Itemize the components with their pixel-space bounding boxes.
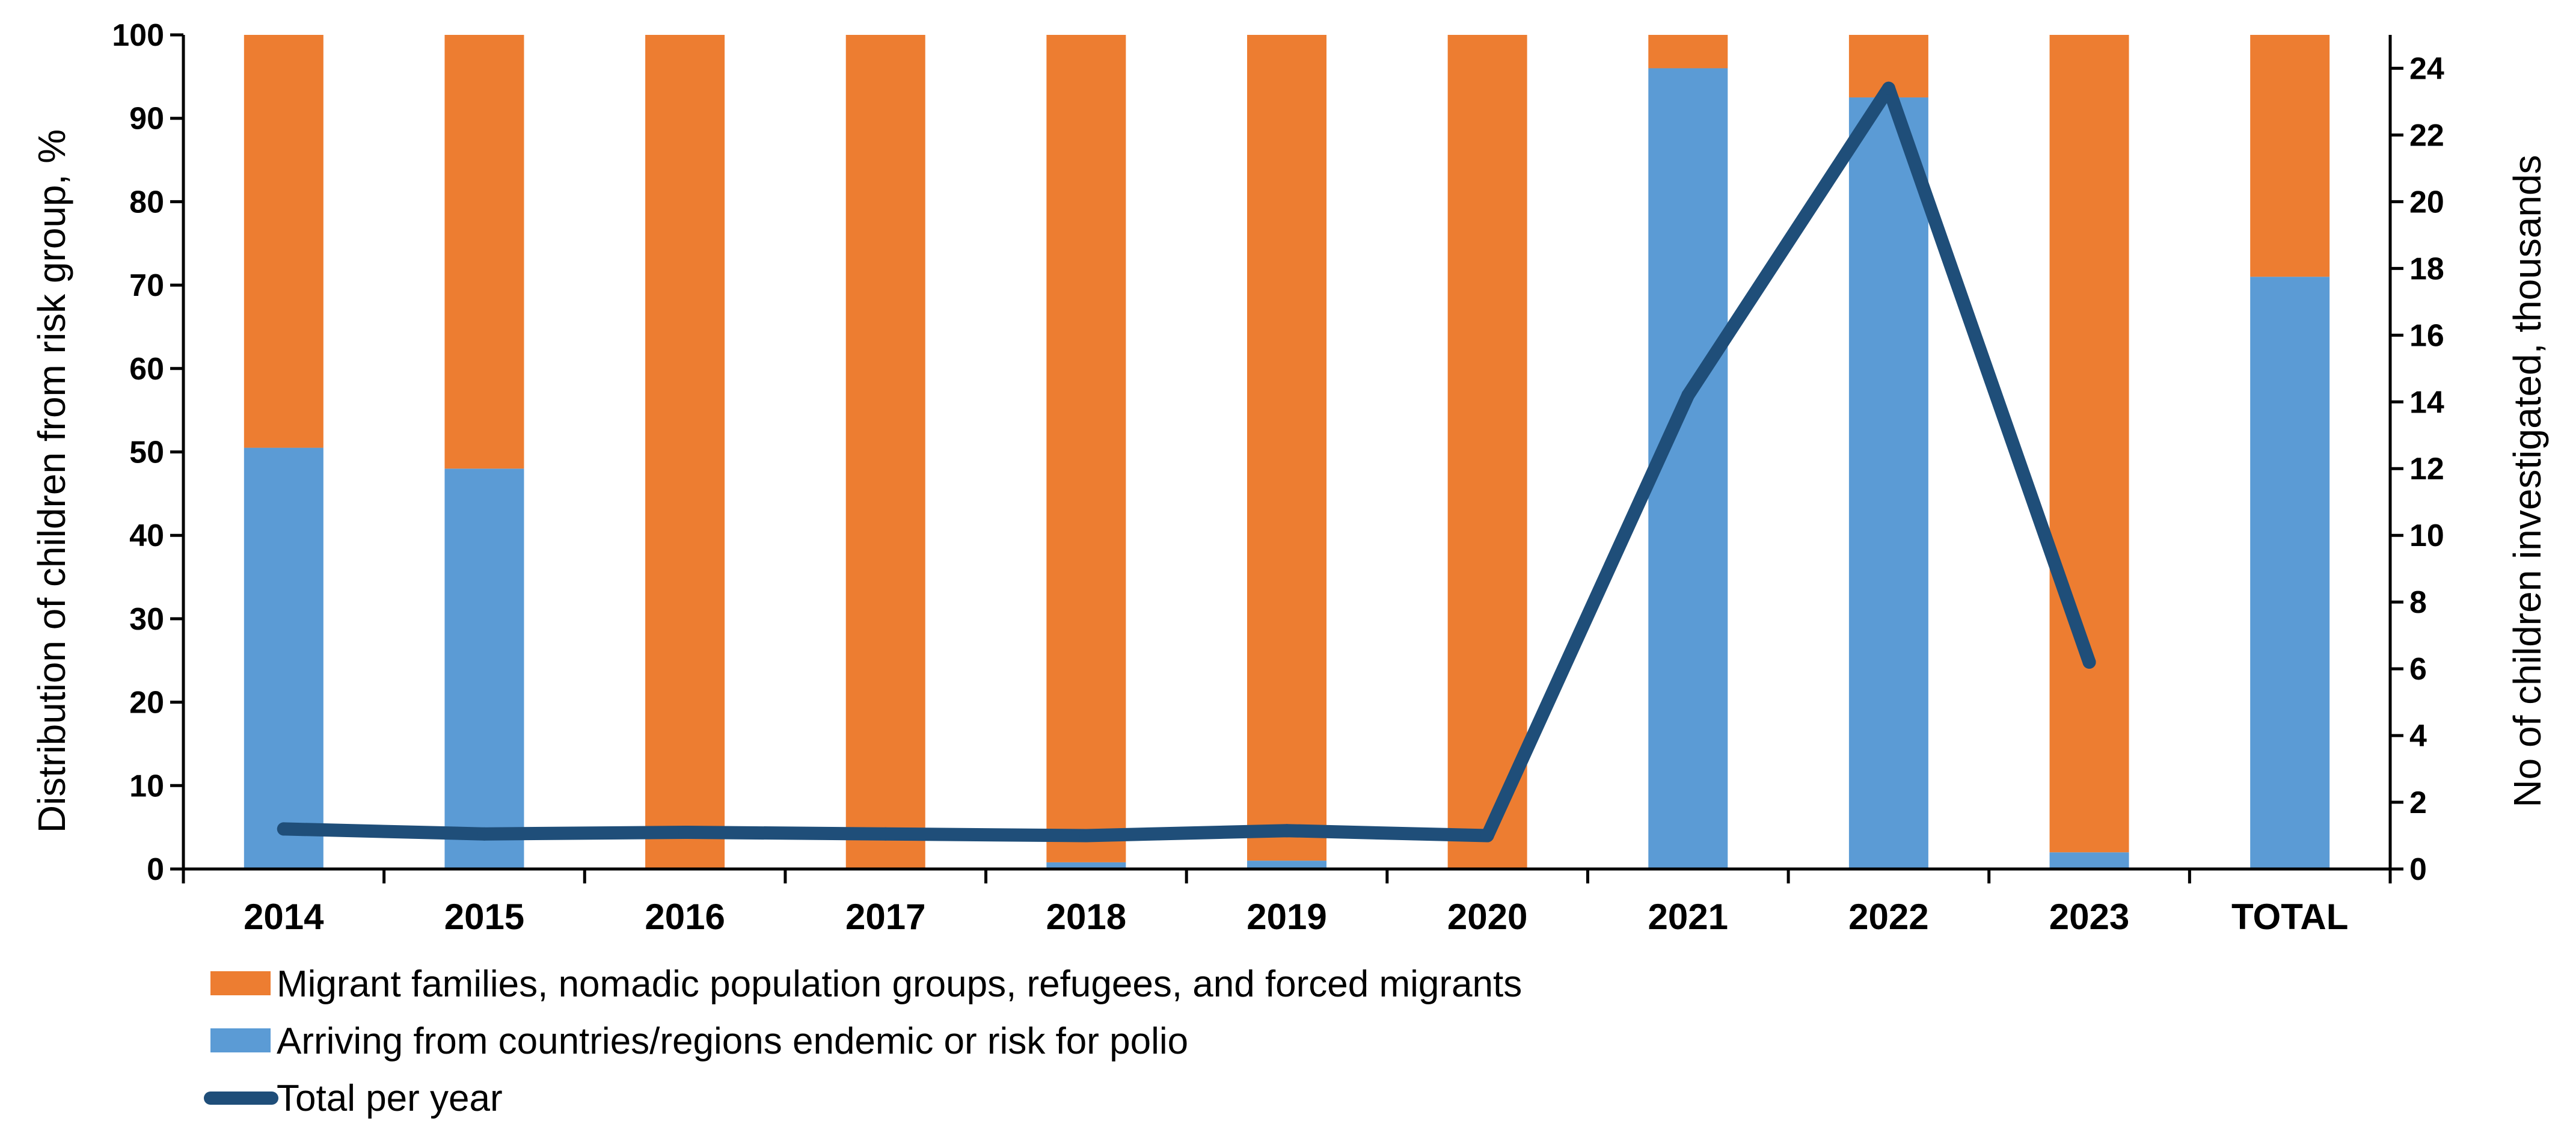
tick-labels: 0102030405060708090100024681012141618202… <box>112 18 2444 937</box>
left-tick-label: 90 <box>129 102 164 137</box>
x-tick-label: 2014 <box>244 897 324 937</box>
right-tick-label: 22 <box>2409 118 2444 153</box>
right-tick-label: 16 <box>2409 318 2444 353</box>
bar-arriving-2019 <box>1247 861 1326 869</box>
right-tick-label: 8 <box>2409 585 2427 620</box>
right-tick-label: 10 <box>2409 518 2444 553</box>
left-tick-label: 40 <box>129 518 164 553</box>
legend: Migrant families, nomadic population gro… <box>204 963 1522 1119</box>
bar-migrant-2016 <box>645 35 725 869</box>
left-tick-label: 30 <box>129 602 164 637</box>
line-point-2015 <box>477 827 491 841</box>
right-tick-label: 18 <box>2409 251 2444 286</box>
left-tick-label: 60 <box>129 352 164 387</box>
line-total-per-year <box>277 81 2096 843</box>
bar-arriving-2022 <box>1848 97 1928 869</box>
left-tick-label: 70 <box>129 268 164 303</box>
legend-label-arriving: Arriving from countries/regions endemic … <box>277 1021 1188 1062</box>
bar-migrant-2020 <box>1447 35 1527 869</box>
right-tick-label: 12 <box>2409 452 2444 487</box>
bar-migrant-2023 <box>2049 35 2129 853</box>
line-point-2017 <box>879 827 892 841</box>
line-point-2014 <box>277 822 290 836</box>
line-point-2023 <box>2082 656 2096 669</box>
axes-group <box>170 33 2403 883</box>
legend-swatch-migrant <box>210 971 271 995</box>
x-tick-label: 2023 <box>2049 897 2129 937</box>
line-group <box>277 81 2096 843</box>
line-point-2020 <box>1480 829 1494 843</box>
x-tick-label: 2018 <box>1046 897 1126 937</box>
bar-migrant-total <box>2250 35 2330 277</box>
x-tick-label: 2021 <box>1648 897 1728 937</box>
legend-label-migrant: Migrant families, nomadic population gro… <box>277 963 1522 1005</box>
right-tick-label: 2 <box>2409 785 2427 820</box>
left-tick-label: 50 <box>129 435 164 470</box>
bar-migrant-2019 <box>1247 35 1326 861</box>
bar-arriving-2014 <box>244 447 324 869</box>
line-point-2021 <box>1681 388 1695 402</box>
x-tick-label: 2022 <box>1848 897 1928 937</box>
right-tick-label: 14 <box>2409 385 2444 420</box>
bar-migrant-2017 <box>845 35 925 869</box>
legend-label-total: Total per year <box>277 1078 503 1119</box>
x-tick-label: TOTAL <box>2231 897 2348 937</box>
bars-group <box>244 35 2330 870</box>
bar-migrant-2015 <box>444 35 524 469</box>
line-point-2022 <box>1881 81 1895 95</box>
x-tick-label: 2020 <box>1447 897 1527 937</box>
right-axis-title: No of children investigated, thousands <box>2506 155 2549 807</box>
bar-arriving-total <box>2250 277 2330 870</box>
x-tick-label: 2019 <box>1247 897 1326 937</box>
bar-arriving-2023 <box>2049 852 2129 869</box>
right-tick-label: 4 <box>2409 719 2427 754</box>
left-tick-label: 0 <box>147 852 164 887</box>
left-tick-label: 10 <box>129 769 164 803</box>
x-tick-label: 2015 <box>444 897 524 937</box>
x-tick-label: 2017 <box>845 897 925 937</box>
right-tick-label: 0 <box>2409 852 2427 887</box>
bar-migrant-2018 <box>1046 35 1126 862</box>
bar-migrant-2014 <box>244 35 324 448</box>
x-tick-label: 2016 <box>645 897 725 937</box>
line-point-2016 <box>678 825 692 839</box>
left-axis-title: Distribution of children from risk group… <box>30 129 73 833</box>
bar-migrant-2021 <box>1648 35 1728 69</box>
right-tick-label: 24 <box>2409 51 2444 86</box>
bar-arriving-2018 <box>1046 862 1126 869</box>
line-point-2018 <box>1079 829 1093 843</box>
left-tick-label: 80 <box>129 185 164 220</box>
left-tick-label: 20 <box>129 686 164 720</box>
legend-swatch-arriving <box>210 1028 271 1052</box>
line-point-2019 <box>1280 824 1293 838</box>
right-tick-label: 6 <box>2409 652 2427 687</box>
right-tick-label: 20 <box>2409 185 2444 220</box>
bar-arriving-2015 <box>444 468 524 869</box>
left-tick-label: 100 <box>112 18 164 53</box>
